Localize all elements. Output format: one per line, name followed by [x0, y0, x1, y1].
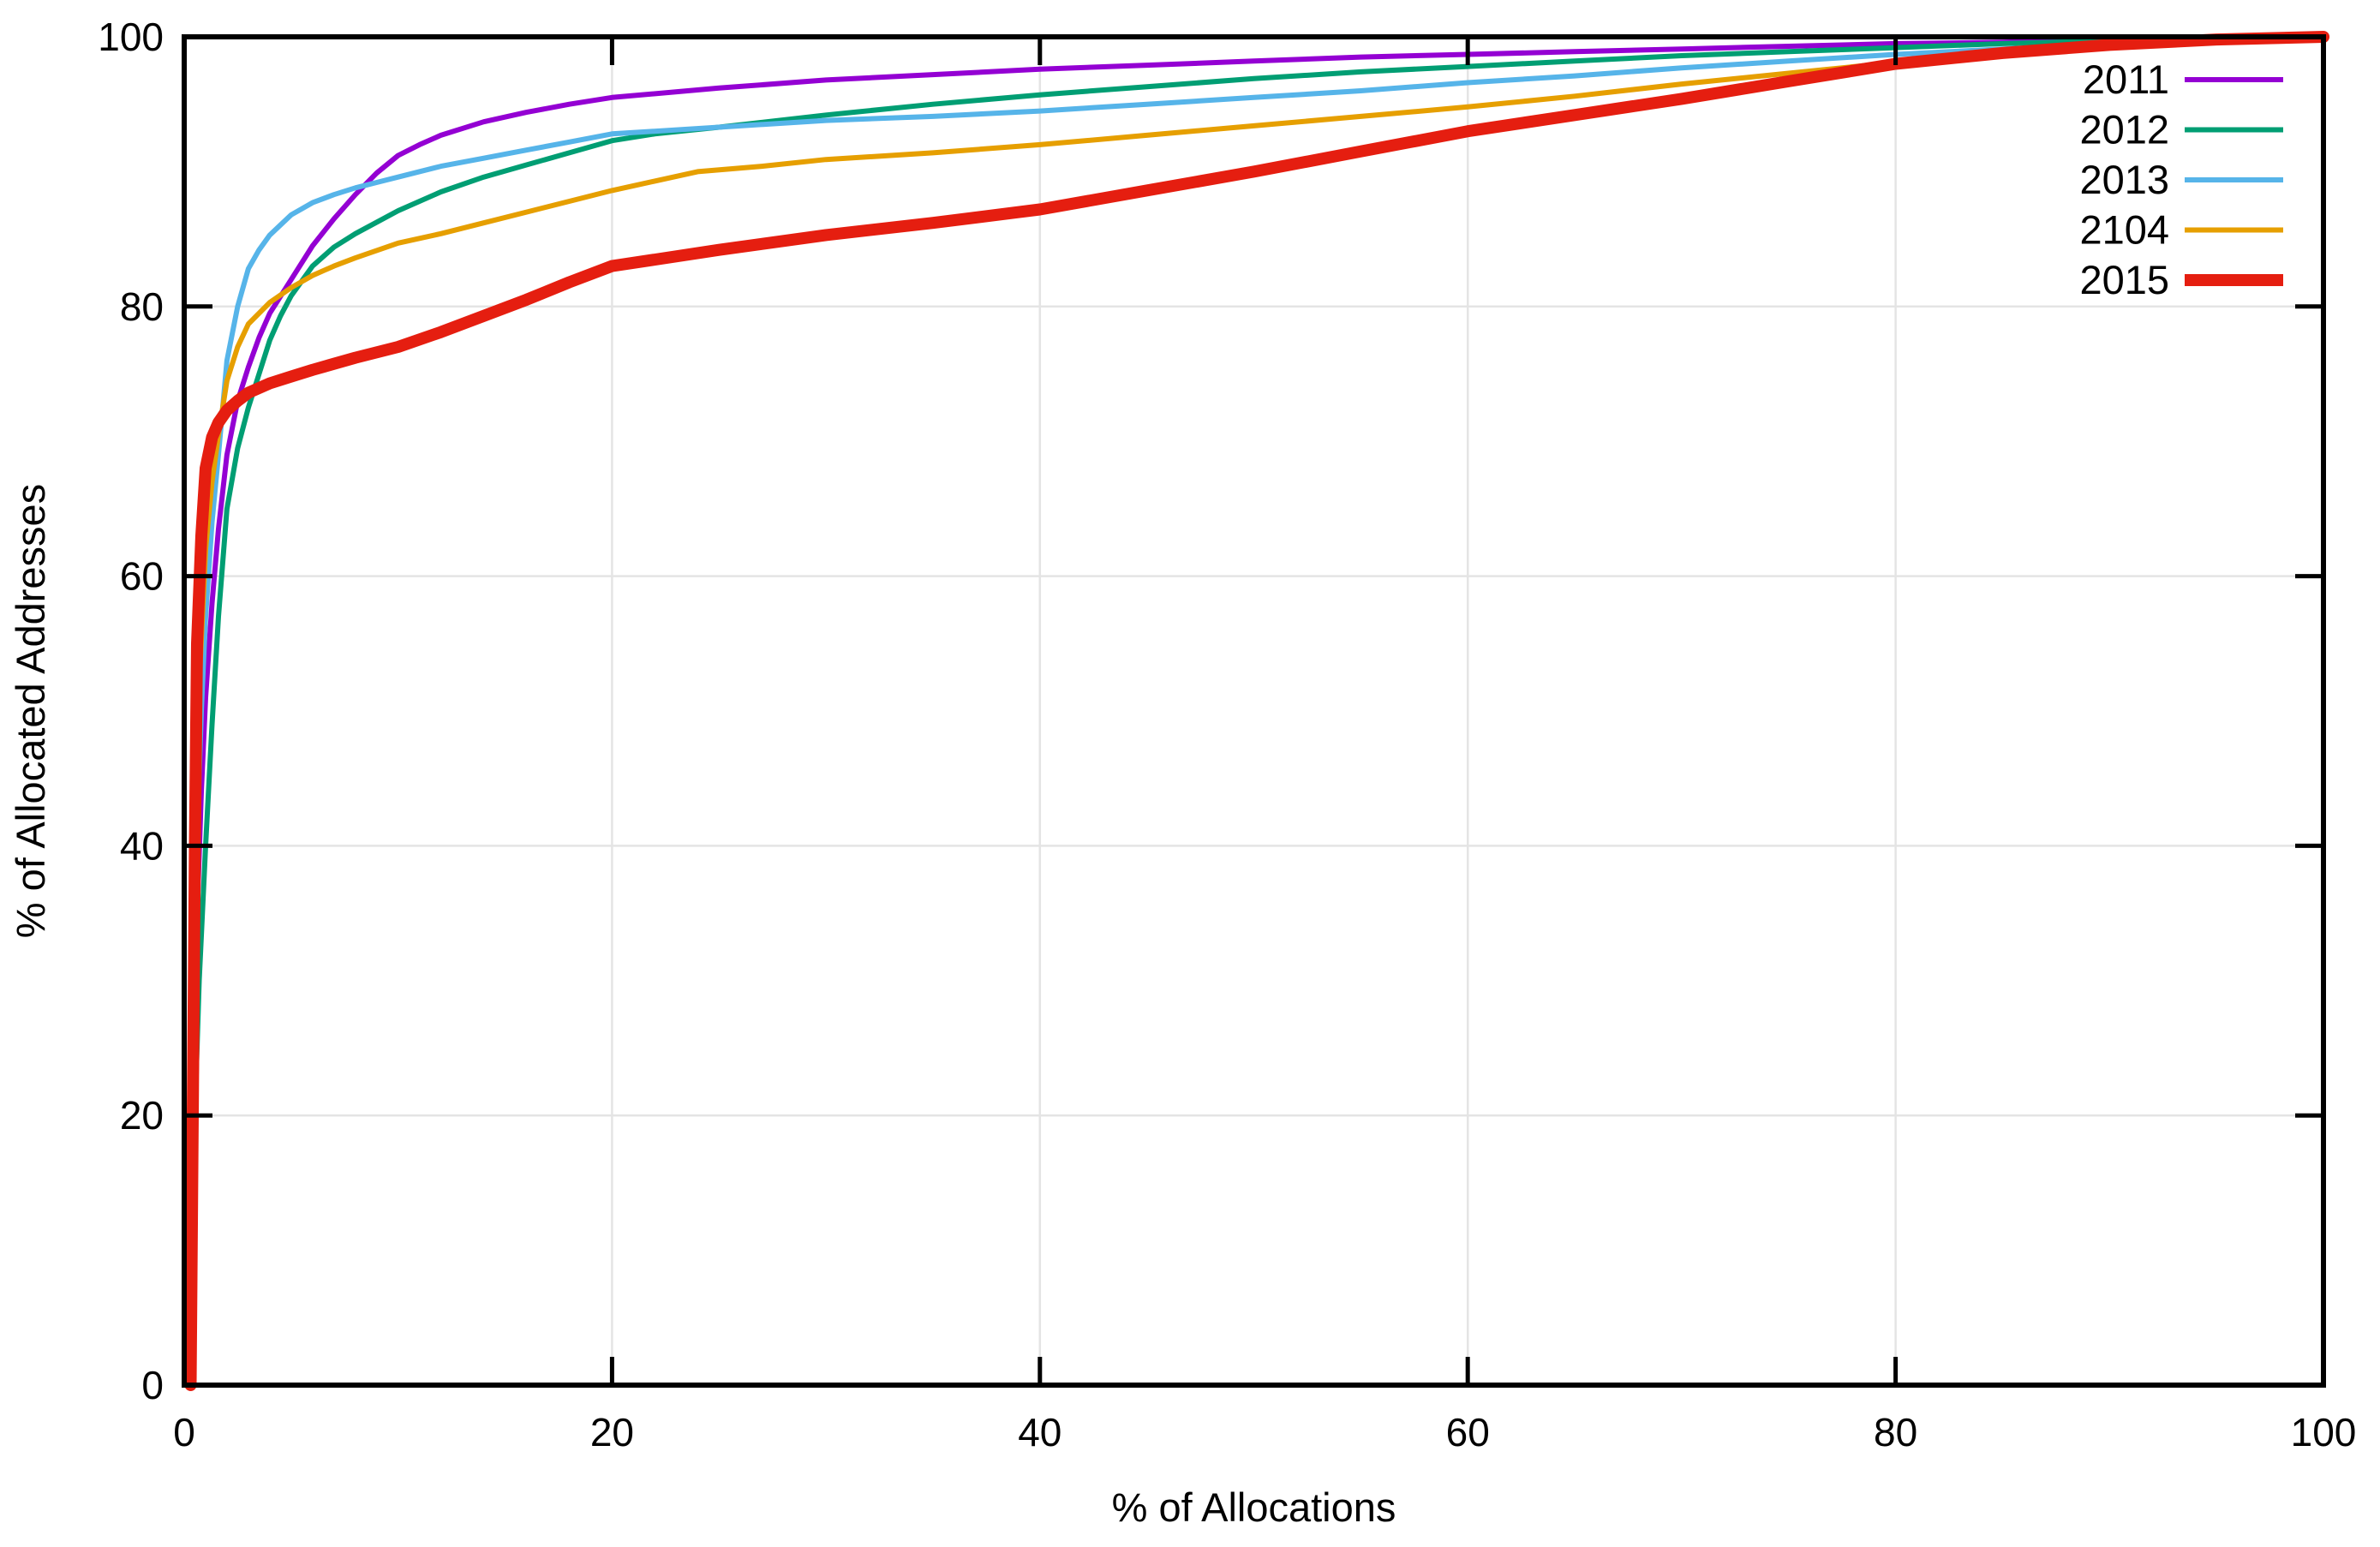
legend-item-2012: 2012	[2079, 107, 2283, 152]
series-line-2013	[183, 34, 2326, 1388]
legend-item-2013: 2013	[2079, 157, 2283, 202]
x-tick-label: 20	[590, 1410, 634, 1454]
axis-ticks	[182, 34, 2326, 1388]
legend-label: 2011	[2083, 57, 2169, 102]
x-tick-label: 0	[173, 1410, 195, 1454]
series-lines	[183, 31, 2329, 1391]
legend-item-2011: 2011	[2083, 57, 2283, 102]
tick-labels: 0 20 40 60 80 100 0 20 40 60 80 100	[98, 15, 2356, 1454]
y-axis-title: % of Allocated Addresses	[8, 484, 53, 938]
x-tick-label: 100	[2291, 1410, 2357, 1454]
legend-label: 2013	[2079, 157, 2169, 202]
legend-item-2015: 2015	[2079, 257, 2283, 302]
y-tick-label: 80	[120, 284, 164, 329]
x-axis-title: % of Allocations	[1112, 1484, 1396, 1530]
y-tick-label: 40	[120, 823, 164, 868]
legend-item-2104: 2104	[2079, 207, 2283, 253]
gridlines	[184, 37, 2323, 1385]
y-tick-label: 60	[120, 554, 164, 599]
x-tick-label: 40	[1018, 1410, 1061, 1454]
y-tick-label: 20	[120, 1093, 164, 1138]
y-tick-label: 100	[98, 15, 164, 59]
legend-label: 2104	[2079, 207, 2169, 253]
series-line-2015	[184, 31, 2329, 1391]
series-line-2012	[186, 34, 2326, 1388]
legend-label: 2015	[2079, 257, 2169, 302]
legend-label: 2012	[2079, 107, 2169, 152]
series-line-2104	[184, 34, 2326, 1388]
plot-frame	[182, 34, 2326, 1388]
series-line-2011	[184, 34, 2326, 1388]
x-tick-label: 80	[1874, 1410, 1917, 1454]
y-tick-label: 0	[141, 1363, 164, 1407]
x-tick-label: 60	[1446, 1410, 1490, 1454]
